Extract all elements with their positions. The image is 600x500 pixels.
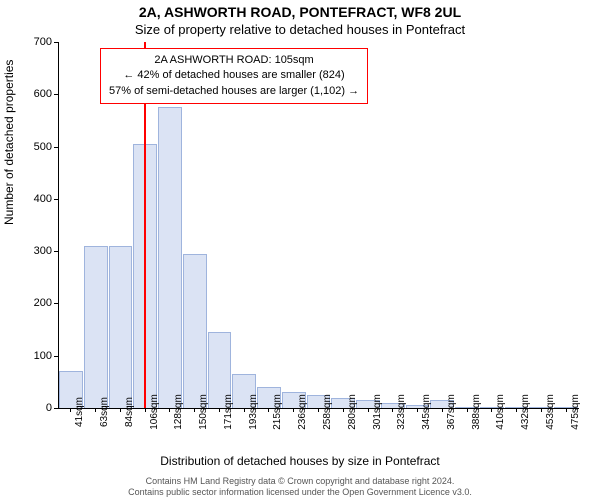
y-axis-label: Number of detached properties bbox=[2, 60, 16, 225]
x-tick-mark bbox=[566, 408, 567, 412]
x-tick-label: 215sqm bbox=[272, 394, 283, 430]
x-tick-label: 367sqm bbox=[446, 394, 457, 430]
annotation-line3: 57% of semi-detached houses are larger (… bbox=[109, 84, 359, 99]
page-title: 2A, ASHWORTH ROAD, PONTEFRACT, WF8 2UL bbox=[0, 4, 600, 20]
y-tick-label: 100 bbox=[34, 350, 52, 362]
x-tick-label: 150sqm bbox=[198, 394, 209, 430]
y-tick-mark bbox=[54, 199, 58, 200]
x-tick-mark bbox=[417, 408, 418, 412]
x-tick-mark bbox=[70, 408, 71, 412]
y-tick-mark bbox=[54, 147, 58, 148]
x-tick-label: 453sqm bbox=[545, 394, 556, 430]
x-tick-mark bbox=[343, 408, 344, 412]
y-tick-mark bbox=[54, 251, 58, 252]
page-subtitle: Size of property relative to detached ho… bbox=[0, 22, 600, 37]
x-tick-mark bbox=[392, 408, 393, 412]
footer-line2: Contains public sector information licen… bbox=[0, 487, 600, 498]
x-tick-mark bbox=[516, 408, 517, 412]
y-tick-mark bbox=[54, 408, 58, 409]
x-tick-mark bbox=[491, 408, 492, 412]
annotation-line2: ← 42% of detached houses are smaller (82… bbox=[109, 68, 359, 83]
x-tick-mark bbox=[541, 408, 542, 412]
y-tick-label: 300 bbox=[34, 245, 52, 257]
footer-attribution: Contains HM Land Registry data © Crown c… bbox=[0, 476, 600, 498]
x-tick-label: 63sqm bbox=[99, 397, 110, 427]
x-tick-mark bbox=[467, 408, 468, 412]
x-tick-label: 475sqm bbox=[570, 394, 581, 430]
x-tick-label: 193sqm bbox=[248, 394, 259, 430]
y-tick-mark bbox=[54, 42, 58, 43]
y-tick-mark bbox=[54, 94, 58, 95]
x-tick-mark bbox=[318, 408, 319, 412]
histogram-bar bbox=[183, 254, 207, 408]
x-tick-label: 388sqm bbox=[471, 394, 482, 430]
x-tick-mark bbox=[244, 408, 245, 412]
x-tick-mark bbox=[120, 408, 121, 412]
histogram-bar bbox=[109, 246, 133, 408]
x-tick-mark bbox=[169, 408, 170, 412]
x-axis-label: Distribution of detached houses by size … bbox=[0, 454, 600, 468]
y-tick-label: 700 bbox=[34, 36, 52, 48]
x-tick-mark bbox=[293, 408, 294, 412]
x-tick-label: 345sqm bbox=[421, 394, 432, 430]
y-tick-label: 500 bbox=[34, 141, 52, 153]
y-tick-label: 200 bbox=[34, 297, 52, 309]
x-tick-label: 41sqm bbox=[74, 397, 85, 427]
x-tick-mark bbox=[219, 408, 220, 412]
x-tick-mark bbox=[368, 408, 369, 412]
x-tick-label: 106sqm bbox=[149, 394, 160, 430]
x-tick-mark bbox=[442, 408, 443, 412]
x-tick-mark bbox=[194, 408, 195, 412]
y-tick-label: 0 bbox=[46, 402, 52, 414]
footer-line1: Contains HM Land Registry data © Crown c… bbox=[0, 476, 600, 487]
x-tick-label: 171sqm bbox=[223, 394, 234, 430]
x-tick-label: 410sqm bbox=[495, 394, 506, 430]
x-tick-label: 432sqm bbox=[520, 394, 531, 430]
y-tick-mark bbox=[54, 356, 58, 357]
x-tick-label: 258sqm bbox=[322, 394, 333, 430]
y-tick-label: 600 bbox=[34, 88, 52, 100]
x-tick-mark bbox=[95, 408, 96, 412]
annotation-line1: 2A ASHWORTH ROAD: 105sqm bbox=[109, 53, 359, 68]
x-tick-mark bbox=[268, 408, 269, 412]
x-tick-label: 236sqm bbox=[297, 394, 308, 430]
x-tick-label: 323sqm bbox=[396, 394, 407, 430]
y-tick-label: 400 bbox=[34, 193, 52, 205]
histogram-bar bbox=[84, 246, 108, 408]
x-tick-label: 84sqm bbox=[124, 397, 135, 427]
x-tick-label: 301sqm bbox=[372, 394, 383, 430]
x-tick-label: 128sqm bbox=[173, 394, 184, 430]
y-tick-mark bbox=[54, 303, 58, 304]
x-tick-mark bbox=[145, 408, 146, 412]
x-tick-label: 280sqm bbox=[347, 394, 358, 430]
histogram-bar bbox=[158, 107, 182, 408]
annotation-box: 2A ASHWORTH ROAD: 105sqm ← 42% of detach… bbox=[100, 48, 368, 104]
